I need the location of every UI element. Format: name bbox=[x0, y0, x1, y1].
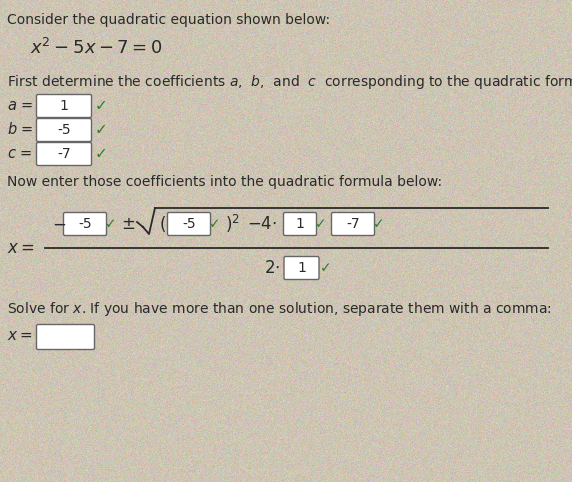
Text: 1: 1 bbox=[296, 217, 304, 231]
Text: -5: -5 bbox=[57, 123, 71, 137]
Text: ✓: ✓ bbox=[373, 217, 385, 231]
FancyBboxPatch shape bbox=[284, 213, 316, 236]
Text: Solve for $x$. If you have more than one solution, separate them with a comma:: Solve for $x$. If you have more than one… bbox=[7, 300, 552, 318]
Text: $-$: $-$ bbox=[52, 215, 66, 233]
Text: Consider the quadratic equation shown below:: Consider the quadratic equation shown be… bbox=[7, 13, 330, 27]
Text: $-4{\cdot}$: $-4{\cdot}$ bbox=[247, 215, 277, 233]
Text: $c$ =: $c$ = bbox=[7, 146, 32, 161]
Text: 1: 1 bbox=[59, 99, 69, 113]
Text: $a$ =: $a$ = bbox=[7, 97, 33, 112]
Text: -7: -7 bbox=[346, 217, 360, 231]
Text: $)^{2}$: $)^{2}$ bbox=[225, 213, 240, 235]
FancyBboxPatch shape bbox=[37, 119, 92, 142]
Text: $x=$: $x=$ bbox=[7, 239, 35, 257]
Text: 1: 1 bbox=[297, 261, 306, 275]
FancyBboxPatch shape bbox=[63, 213, 106, 236]
Text: $x=$: $x=$ bbox=[7, 328, 33, 343]
Text: $2{\cdot}$: $2{\cdot}$ bbox=[264, 259, 280, 277]
FancyBboxPatch shape bbox=[37, 94, 92, 118]
Text: ✓: ✓ bbox=[320, 261, 331, 275]
Text: ✓: ✓ bbox=[94, 147, 108, 161]
Text: ✓: ✓ bbox=[209, 217, 221, 231]
Text: $b$ =: $b$ = bbox=[7, 121, 34, 137]
Text: ✓: ✓ bbox=[105, 217, 117, 231]
Text: -5: -5 bbox=[78, 217, 92, 231]
Text: ✓: ✓ bbox=[94, 98, 108, 113]
FancyBboxPatch shape bbox=[332, 213, 375, 236]
Text: ✓: ✓ bbox=[94, 122, 108, 137]
Text: $(\,$: $(\,$ bbox=[159, 214, 166, 234]
Text: -7: -7 bbox=[57, 147, 71, 161]
Text: ✓: ✓ bbox=[315, 217, 327, 231]
FancyBboxPatch shape bbox=[168, 213, 210, 236]
Text: -5: -5 bbox=[182, 217, 196, 231]
Text: $\pm$: $\pm$ bbox=[121, 215, 135, 233]
Text: First determine the coefficients $a$,  $b$,  and  $c$  corresponding to the quad: First determine the coefficients $a$, $b… bbox=[7, 73, 572, 91]
Text: $x^2 - 5x - 7 = 0$: $x^2 - 5x - 7 = 0$ bbox=[30, 38, 162, 58]
FancyBboxPatch shape bbox=[37, 143, 92, 165]
Text: Now enter those coefficients into the quadratic formula below:: Now enter those coefficients into the qu… bbox=[7, 175, 442, 189]
FancyBboxPatch shape bbox=[284, 256, 319, 280]
FancyBboxPatch shape bbox=[37, 324, 94, 349]
